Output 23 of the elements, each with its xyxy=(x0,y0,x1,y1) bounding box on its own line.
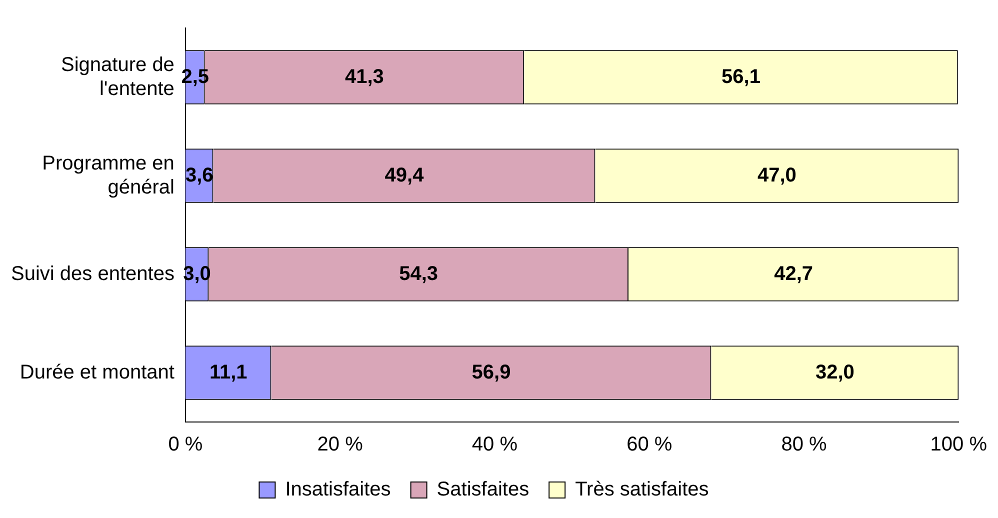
y-tick-label: Durée et montant xyxy=(20,361,175,384)
data-label: 49,4 xyxy=(384,164,425,186)
data-label: 3,6 xyxy=(185,164,214,186)
data-label: 41,3 xyxy=(344,66,384,88)
y-tick-label: Programme en général xyxy=(42,152,174,198)
data-label: 47,0 xyxy=(757,164,796,186)
legend-label: Très satisfaites xyxy=(575,478,709,501)
data-label: 32,0 xyxy=(815,361,854,384)
x-tick-label: 80 % xyxy=(781,434,828,456)
x-tick-label: 60 % xyxy=(626,434,672,456)
y-tick-label: Suivi des ententes xyxy=(11,262,174,285)
x-tick-label: 20 % xyxy=(317,434,364,456)
data-label: 56,9 xyxy=(472,361,511,384)
data-label: 42,7 xyxy=(774,262,814,285)
x-tick-label: 40 % xyxy=(472,434,518,456)
legend-label: Insatisfaites xyxy=(285,478,391,501)
legend-label: Satisfaites xyxy=(436,478,530,501)
x-tick-label: 100 % xyxy=(930,434,988,456)
data-label: 11,1 xyxy=(209,361,248,384)
data-label: 56,1 xyxy=(722,66,760,88)
y-tick-label: Signature de l'entente xyxy=(61,54,174,100)
x-tick-label: 0 % xyxy=(168,434,203,456)
data-label: 54,3 xyxy=(399,262,438,285)
